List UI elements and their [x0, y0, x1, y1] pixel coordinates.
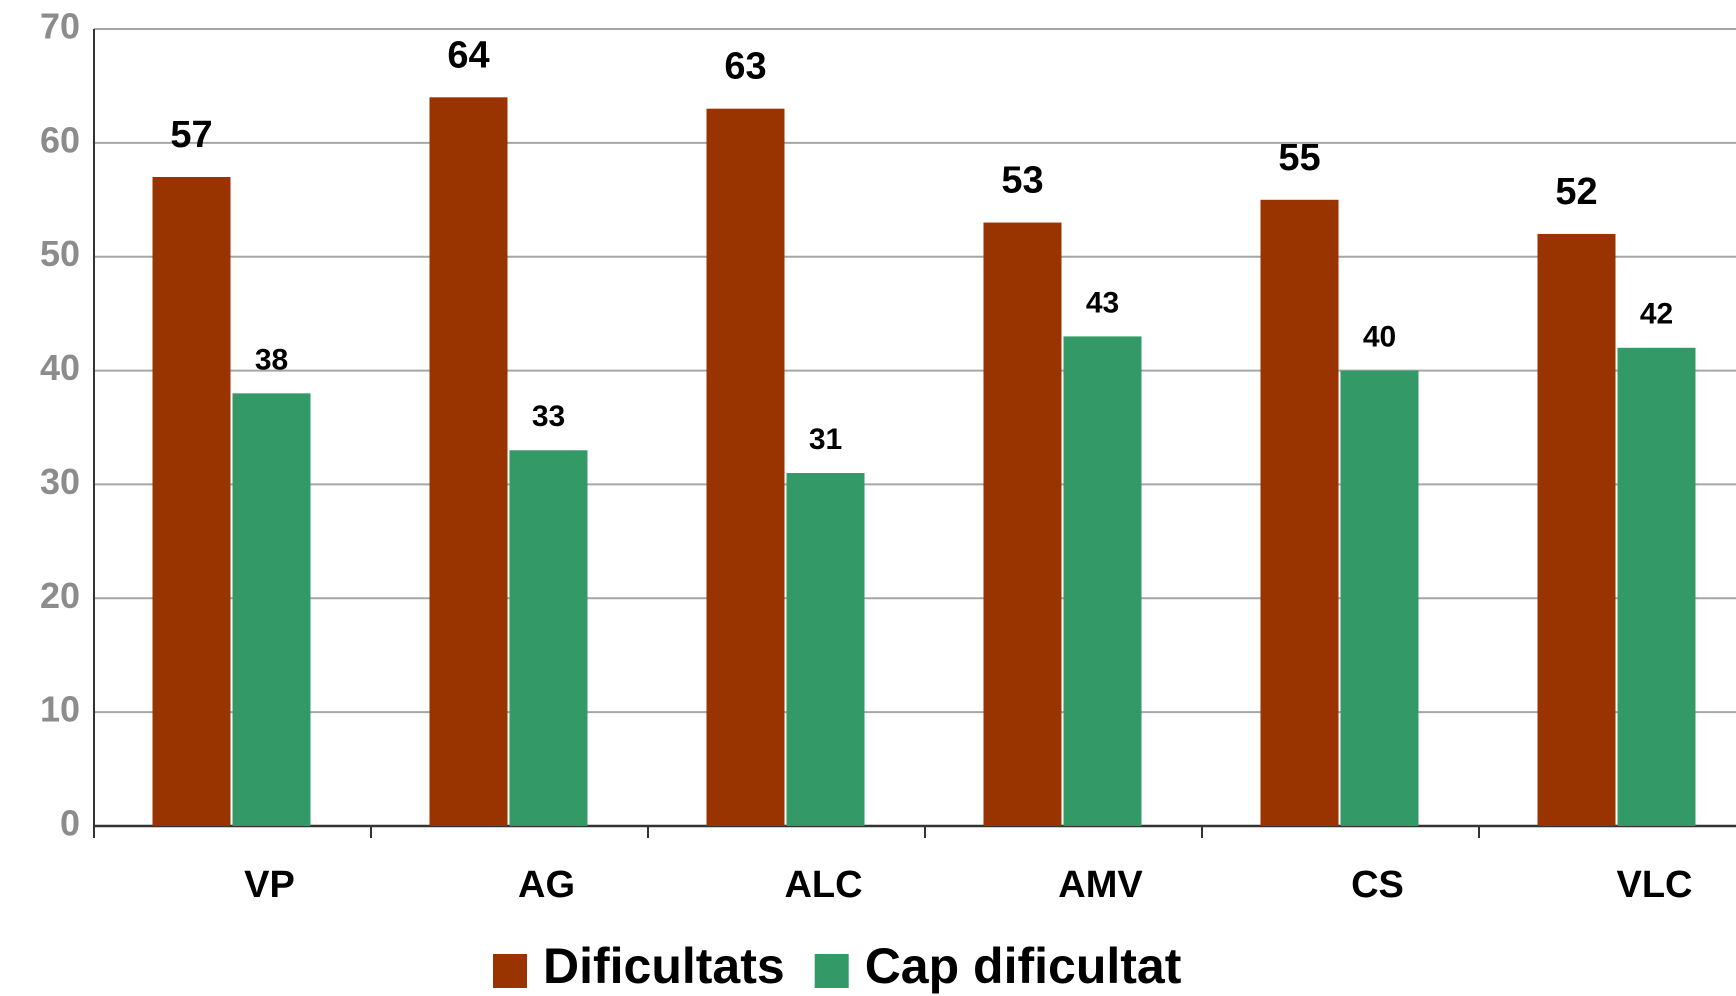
- value-label: 43: [1086, 286, 1119, 319]
- bar: [983, 222, 1062, 827]
- x-tick-label: VP: [244, 864, 295, 906]
- x-tick-label: AMV: [1058, 864, 1143, 906]
- value-label: 55: [1278, 137, 1320, 179]
- value-label: 31: [809, 423, 842, 456]
- x-tick-label: AG: [518, 864, 575, 906]
- x-tick-label: CS: [1351, 864, 1404, 906]
- value-label: 40: [1363, 320, 1396, 353]
- value-label: 33: [532, 400, 565, 433]
- value-label: 52: [1555, 171, 1597, 213]
- legend-label: Dificultats: [543, 938, 785, 994]
- bar: [786, 473, 865, 826]
- bar: [1537, 233, 1616, 826]
- y-tick-label: 50: [40, 233, 80, 274]
- x-tick-label: VLC: [1617, 864, 1693, 906]
- y-tick-label: 10: [40, 689, 80, 730]
- bar: [1260, 199, 1339, 827]
- bar: [1617, 347, 1696, 826]
- value-label: 42: [1640, 298, 1673, 331]
- value-label: 63: [724, 46, 766, 88]
- bar: [509, 450, 588, 826]
- bar: [152, 177, 231, 826]
- bar: [706, 108, 785, 826]
- y-tick-label: 30: [40, 461, 80, 502]
- value-label: 53: [1001, 160, 1043, 202]
- bar: [1063, 336, 1142, 826]
- value-label: 57: [170, 114, 212, 156]
- y-tick-label: 40: [40, 347, 80, 388]
- y-tick-label: 20: [40, 575, 80, 616]
- value-label: 38: [255, 343, 288, 376]
- bar: [429, 97, 508, 827]
- bar: [1340, 370, 1419, 826]
- y-tick-label: 60: [40, 119, 80, 160]
- y-tick-label: 70: [40, 6, 80, 47]
- bar: [232, 393, 311, 826]
- y-tick-label: 0: [60, 803, 80, 844]
- value-label: 64: [447, 34, 489, 76]
- x-tick-label: ALC: [784, 864, 862, 906]
- legend-swatch: [814, 954, 849, 988]
- legend-label: Cap dificultat: [865, 938, 1182, 994]
- legend-swatch: [493, 954, 527, 988]
